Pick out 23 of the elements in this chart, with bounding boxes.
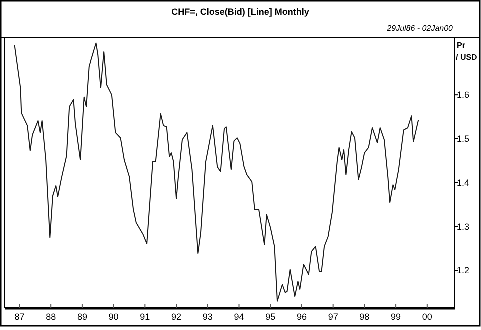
- y-tick-label: 1.2: [457, 266, 470, 276]
- x-tick-label: 97: [328, 312, 338, 322]
- y-tick-label: 1.3: [457, 222, 470, 232]
- x-tick-label: 95: [266, 312, 276, 322]
- x-tick-label: 90: [108, 312, 119, 322]
- x-tick-label: 94: [234, 312, 244, 322]
- x-tick-label: 88: [46, 312, 56, 322]
- x-tick-label: 93: [202, 312, 213, 322]
- y-tick-label: 1.6: [457, 90, 470, 100]
- x-tick-label: 98: [360, 312, 370, 322]
- y-tick-label: 1.4: [457, 178, 470, 188]
- x-tick-label: 92: [172, 312, 182, 322]
- chart-subtitle: 29Jul86 - 02Jan00: [386, 24, 454, 33]
- x-tick-label: 91: [140, 312, 150, 322]
- x-tick-label: 89: [77, 312, 88, 322]
- x-tick-label: 96: [296, 312, 307, 322]
- x-tick-label: 99: [391, 312, 402, 322]
- chart-title: CHF=, Close(Bid) [Line] Monthly: [172, 7, 310, 17]
- y-axis-title: Pr / USD: [456, 41, 478, 62]
- x-tick-label: 87: [14, 312, 25, 322]
- x-tick-label: 00: [422, 312, 432, 322]
- line-series: [14, 42, 420, 302]
- y-tick-label: 1.5: [457, 134, 470, 144]
